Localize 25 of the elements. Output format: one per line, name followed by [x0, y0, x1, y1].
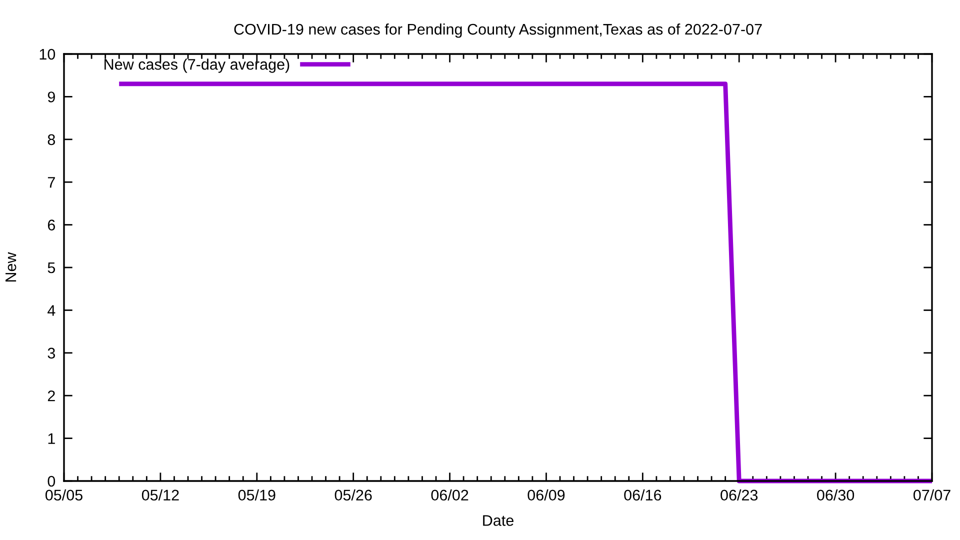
x-tick-label: 05/26 [334, 489, 372, 501]
x-tick-label: 07/07 [913, 489, 950, 501]
x-axis-title: Date [483, 515, 514, 526]
x-tick-label: 05/19 [238, 489, 276, 501]
y-axis-title: New [6, 252, 16, 282]
y-tick-label: 1 [48, 433, 55, 444]
y-tick-label: 5 [48, 262, 56, 274]
x-tick-label: 06/16 [624, 489, 662, 501]
y-tick-label: 3 [48, 348, 55, 359]
y-tick-label: 0 [48, 476, 56, 487]
series-label: New cases (7-day average) [104, 58, 290, 73]
y-tick-label: 7 [48, 177, 55, 188]
y-tick-label: 8 [48, 134, 56, 146]
y-tick-label: 6 [48, 220, 55, 230]
x-tick-label: 06/30 [817, 489, 854, 501]
y-tick-label: 2 [48, 390, 55, 402]
x-tick-label: 06/23 [720, 489, 758, 501]
x-tick-label: 05/05 [45, 489, 82, 501]
chart-title: COVID-19 new cases for Pending County Assignment,Texas as of 2022-07-07 [234, 23, 762, 38]
y-tick-label: 9 [48, 92, 55, 102]
x-tick-label: 05/12 [142, 489, 179, 501]
x-tick-label: 06/02 [431, 489, 468, 501]
y-tick-label: 10 [40, 48, 56, 60]
x-tick-label: 06/09 [528, 489, 565, 501]
y-tick-label: 4 [48, 305, 56, 316]
